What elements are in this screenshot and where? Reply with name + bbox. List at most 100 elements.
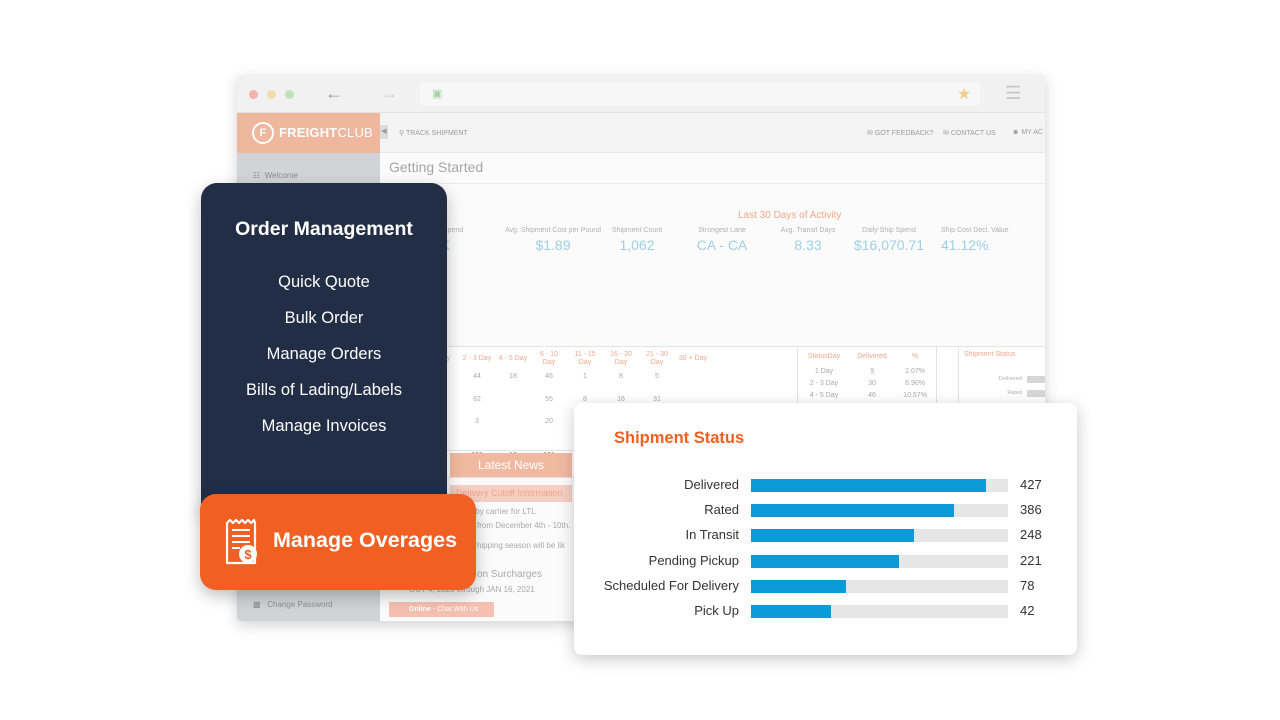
status-day-cell: 10.57% [903, 391, 927, 399]
latest-news-heading: Latest News [450, 453, 572, 477]
bills-of-lading-link[interactable]: Bills of Lading/Labels [246, 381, 402, 399]
grid-cell: 18 [509, 373, 517, 381]
grid-cell [459, 427, 495, 438]
app-header: F FREIGHTCLUB ◀ ⚲ TRACK SHIPMENT ✉ GOT F… [237, 113, 1045, 153]
status-day-cell: 2.07% [905, 367, 925, 375]
status-day-cell: 4 - 5 Day [809, 391, 839, 399]
feedback-link[interactable]: ✉ GOT FEEDBACK? [867, 130, 934, 137]
sidebar-collapse-toggle[interactable]: ◀ [380, 125, 388, 139]
status-bar-track [751, 504, 1008, 518]
stat-value: $16,070.71 [853, 237, 925, 253]
status-value: 248 [1020, 527, 1042, 543]
account-link[interactable]: ☻ MY AC [1012, 129, 1043, 136]
stat-value: 41.12% [941, 237, 989, 253]
status-bar-track [751, 579, 1008, 593]
grid-cell: 31 [653, 395, 661, 403]
status-row: Pick Up 42 [574, 604, 1077, 618]
mini-status-title: Shipment Status [964, 351, 1016, 358]
sidebar-item-welcome[interactable]: ☷ Welcome [253, 171, 298, 180]
news-item-1-line3: hipping season will be lik [477, 541, 566, 550]
status-bar-track [751, 554, 1008, 568]
news-item-1-title[interactable]: Delivery Cutoff Information [450, 485, 572, 502]
forward-arrow-icon[interactable]: → [380, 83, 398, 103]
grid-cell: 8 [619, 373, 623, 381]
grid-cell: 44 [473, 373, 481, 381]
status-bar-track [751, 479, 1008, 492]
chat-button[interactable]: Online - Chat With Us [389, 602, 494, 617]
grid-cell: 62 [473, 395, 481, 403]
page-title: Getting Started [389, 159, 484, 175]
grid-cell: 5 [655, 373, 659, 381]
track-shipment-label: TRACK SHIPMENT [405, 130, 468, 137]
track-shipment-link[interactable]: ⚲ TRACK SHIPMENT [399, 130, 468, 137]
grid-cell [675, 382, 711, 393]
grid-cell [495, 427, 531, 438]
news-item-2-date: OCT 4, 2020 through JAN 16, 2021 [409, 585, 535, 594]
status-bar-track [751, 529, 1008, 543]
title-divider [380, 183, 1045, 184]
grid-cell [639, 382, 675, 393]
status-day-cell: 2 - 3 Day [809, 379, 839, 387]
grid-cell [495, 416, 531, 427]
status-row: Delivered 427 [574, 478, 1077, 492]
stat-label: Spend [442, 227, 464, 234]
stat-label: Shipment Count [611, 227, 663, 234]
stat-label: Strongest Lane [698, 227, 746, 234]
manage-orders-link[interactable]: Manage Orders [266, 345, 382, 363]
status-value: 42 [1020, 603, 1035, 618]
status-label: Rated [704, 502, 739, 518]
order-management-title: Order Management [235, 218, 413, 240]
manage-invoices-link[interactable]: Manage Invoices [261, 417, 387, 435]
grid-cell [531, 427, 567, 438]
freightclub-logo[interactable]: F FREIGHTCLUB [237, 113, 380, 153]
grid-header: 30 + Day [678, 355, 708, 362]
status-day-cell: 30 [868, 379, 876, 387]
stat-decl-value: Ship Cost Decl. Value 41.12% [935, 217, 1045, 253]
back-arrow-icon[interactable]: ← [325, 83, 343, 103]
status-row: In Transit 248 [574, 527, 1077, 543]
menu-icon[interactable]: ☰ [1005, 83, 1022, 103]
grid-cell [495, 382, 531, 393]
bulk-order-link[interactable]: Bulk Order [284, 309, 364, 327]
status-day-header: StatusDay [807, 352, 841, 360]
sidebar-item-change-password[interactable]: ▩ Change Password [253, 600, 333, 609]
status-bar-track [751, 605, 1008, 618]
grid-header: 6 - 10 Day [540, 351, 558, 366]
star-icon[interactable]: ★ [957, 86, 972, 103]
shipment-status-card: Shipment Status Delivered 427 Rated 386 In T… [574, 403, 1077, 655]
stat-strongest-lane: Strongest Lane CA - CA [674, 217, 770, 253]
grid-header: 4 - 5 Day [498, 355, 528, 362]
browser-toolbar: ← → ▣ ★ ☰ [237, 75, 1045, 113]
browser-window: ← → ▣ ★ ☰ F FREIGHTCLUB ◀ ⚲ TRACK SHIPME… [237, 75, 1045, 621]
status-day-row: 2 - 3 Day 30 6.90% [798, 377, 936, 389]
order-management-card: Order Management Quick Quote Bulk Order … [201, 183, 447, 518]
account-label: MY AC [1021, 129, 1043, 136]
grid-cell [495, 394, 531, 405]
status-row: Scheduled For Delivery 78 [574, 578, 1077, 593]
news-item-2-title[interactable]: on Surcharges [477, 569, 543, 580]
grid-header: 2 - 3 Day [462, 355, 492, 362]
manage-overages-button[interactable]: $ Manage Overages [200, 494, 476, 590]
close-window-dot[interactable] [249, 90, 258, 99]
minimize-window-dot[interactable] [267, 90, 276, 99]
stat-label: Ship Cost Decl. Value [941, 227, 1009, 234]
status-bar-fill [751, 479, 987, 492]
contact-link[interactable]: ✉ CONTACT US [943, 130, 996, 137]
grid-header: 21 - 30 Day [646, 351, 668, 366]
mini-status-row: Rated [959, 389, 1045, 397]
news-item-1-line1: ary by carrier for LTL [462, 507, 536, 516]
status-day-cell: 6.90% [905, 379, 925, 387]
quick-quote-link[interactable]: Quick Quote [278, 273, 370, 291]
maximize-window-dot[interactable] [285, 90, 294, 99]
stat-transit-days: Avg. Transit Days 8.33 [760, 217, 856, 253]
contact-label: CONTACT US [950, 130, 996, 137]
grid-cell: 1 [583, 373, 587, 381]
grid-cell [495, 439, 531, 450]
lock-icon: ▣ [432, 88, 443, 100]
status-bar-fill [751, 529, 915, 543]
address-bar[interactable]: ▣ [420, 82, 980, 106]
svg-text:$: $ [244, 547, 252, 562]
status-label: Pick Up [694, 603, 739, 618]
status-bar-fill [751, 554, 899, 568]
